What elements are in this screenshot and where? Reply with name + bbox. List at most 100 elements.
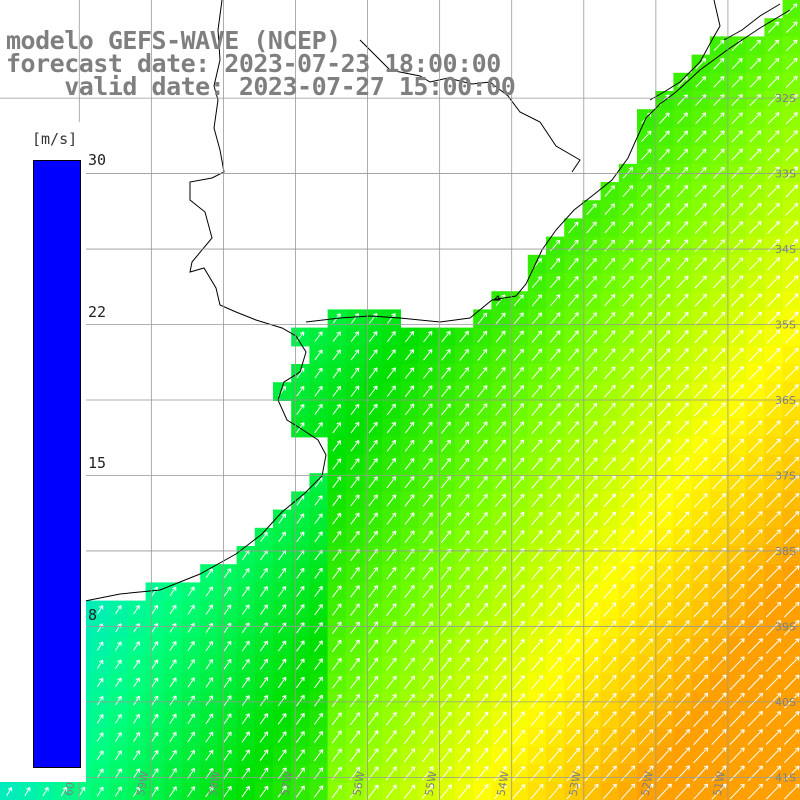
- wind-arrow: [604, 257, 616, 270]
- wind-arrow: [385, 730, 397, 744]
- wind-arrow: [367, 712, 379, 726]
- wind-arrow: [693, 493, 708, 508]
- wind-arrow: [785, 130, 798, 143]
- wind-arrow: [766, 293, 781, 307]
- wind-arrow: [657, 710, 672, 727]
- wind-arrow: [658, 275, 671, 289]
- wind-arrow: [783, 638, 800, 654]
- wind-arrow: [749, 39, 761, 52]
- wind-arrow: [295, 785, 305, 798]
- wind-arrow: [241, 676, 250, 688]
- wind-arrow: [349, 657, 360, 671]
- wind-arrow: [550, 257, 561, 270]
- wind-arrow: [296, 385, 305, 397]
- wind-arrow: [313, 731, 324, 743]
- wind-arrow: [368, 657, 379, 671]
- wind-arrow: [187, 677, 195, 688]
- wind-arrow: [785, 112, 798, 125]
- wind-arrow: [639, 674, 654, 691]
- wind-arrow: [730, 402, 744, 417]
- wind-arrow: [694, 184, 707, 198]
- wind-arrow: [766, 456, 781, 472]
- wind-arrow: [78, 786, 86, 797]
- wind-arrow: [368, 494, 378, 507]
- wind-arrow: [639, 602, 653, 618]
- wind-arrow: [259, 586, 268, 597]
- wind-arrow: [694, 239, 707, 252]
- wind-arrow: [729, 511, 745, 527]
- wind-arrow: [277, 694, 287, 707]
- wind-arrow: [495, 421, 506, 434]
- wind-arrow: [530, 729, 544, 745]
- wind-arrow: [404, 403, 415, 416]
- wind-arrow: [368, 440, 378, 452]
- wind-arrow: [133, 695, 140, 706]
- wind-arrow: [676, 384, 689, 399]
- wind-arrow: [549, 475, 561, 489]
- wind-arrow: [567, 529, 580, 544]
- wind-arrow: [766, 402, 781, 417]
- wind-arrow: [314, 403, 323, 415]
- wind-arrow: [548, 711, 562, 727]
- wind-arrow: [694, 221, 707, 234]
- wind-arrow: [639, 620, 654, 636]
- wind-arrow: [749, 221, 762, 234]
- wind-arrow: [748, 420, 763, 435]
- wind-arrow: [476, 657, 489, 672]
- wind-arrow: [676, 311, 689, 325]
- wind-arrow: [784, 511, 800, 527]
- wind-arrow: [693, 638, 709, 654]
- wind-arrow: [675, 565, 690, 581]
- wind-arrow: [296, 531, 305, 543]
- wind-arrow: [748, 293, 762, 307]
- wind-arrow: [785, 148, 798, 161]
- lagoon-dos-patos: [723, 3, 781, 41]
- wind-arrow: [476, 512, 488, 526]
- wind-arrow: [350, 639, 360, 653]
- wind-arrow: [421, 784, 434, 799]
- wind-arrow: [512, 620, 525, 635]
- wind-arrow: [223, 568, 232, 579]
- wind-arrow: [422, 621, 434, 635]
- wind-arrow: [368, 639, 379, 653]
- wind-arrow: [422, 639, 434, 653]
- wind-arrow: [512, 693, 525, 708]
- wind-arrow: [712, 239, 726, 253]
- wind-arrow: [602, 747, 617, 764]
- wind-arrow: [767, 257, 781, 271]
- wind-arrow: [531, 421, 543, 435]
- wind-arrow: [331, 639, 342, 653]
- wind-arrow: [531, 475, 543, 489]
- wind-arrow: [114, 732, 122, 742]
- wind-arrow: [314, 676, 323, 689]
- wind-arrow: [458, 512, 470, 526]
- wind-arrow: [331, 694, 342, 708]
- wind-arrow: [331, 784, 342, 799]
- wind-arrow: [711, 674, 727, 691]
- wind-arrow: [386, 385, 396, 397]
- wind-arrow: [459, 457, 470, 471]
- wind-arrow: [513, 421, 525, 434]
- wind-arrow: [567, 384, 579, 398]
- wind-arrow: [368, 331, 378, 343]
- wind-arrow: [368, 567, 379, 580]
- wind-arrow: [586, 221, 597, 234]
- longitude-label: 51W: [711, 770, 728, 797]
- wind-arrow: [386, 439, 396, 452]
- wind-arrow: [458, 693, 470, 708]
- wind-arrow: [441, 367, 451, 379]
- wind-arrow: [567, 511, 580, 526]
- wind-arrow: [440, 693, 452, 708]
- wind-arrow: [548, 620, 562, 636]
- wind-arrow: [713, 112, 725, 125]
- wind-arrow: [404, 675, 415, 690]
- wind-arrow: [567, 402, 580, 416]
- wind-arrow: [603, 584, 617, 599]
- wind-arrow: [332, 476, 342, 488]
- wind-arrow: [530, 620, 544, 635]
- wind-arrow: [566, 693, 580, 709]
- wind-arrow: [639, 420, 653, 435]
- wind-arrow: [97, 623, 104, 633]
- wind-arrow: [295, 749, 305, 762]
- wind-arrow: [639, 402, 653, 417]
